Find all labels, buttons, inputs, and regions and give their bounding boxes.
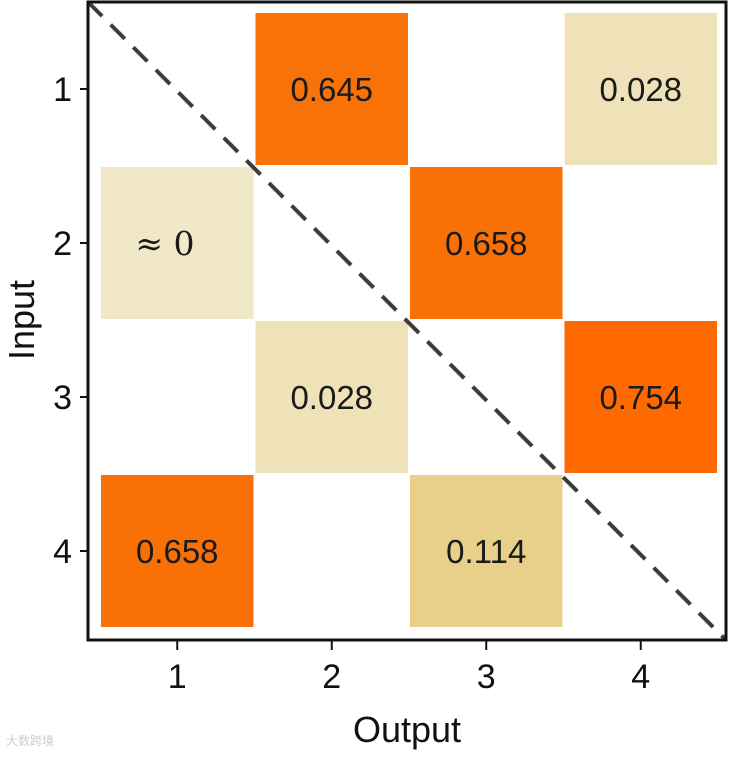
x-tick-label: 2 <box>322 658 341 696</box>
watermark: 大数跨境 <box>6 734 55 748</box>
heatmap-cell <box>255 13 408 165</box>
ticks-layer: 1 2 3 4 1 2 3 4 <box>53 71 650 696</box>
x-axis-label: Output <box>353 709 461 750</box>
y-tick-label: 1 <box>53 71 72 109</box>
heatmap-cell <box>410 475 563 627</box>
heatmap-cell <box>255 321 408 473</box>
x-tick-label: 3 <box>477 658 496 696</box>
cell-value-label: 0.114 <box>446 533 526 570</box>
cell-value-label: 0.658 <box>445 225 528 262</box>
x-tick-label: 4 <box>631 658 650 696</box>
y-tick-label: 3 <box>53 379 72 417</box>
heatmap-cell <box>564 13 717 165</box>
heatmap-cell <box>410 167 563 319</box>
plot-frame <box>86 0 728 642</box>
cell-value-label: 0.754 <box>599 379 682 416</box>
x-tick-label: 1 <box>168 658 187 696</box>
cell-value-label: 0.028 <box>599 71 682 108</box>
y-tick-label: 2 <box>53 225 72 263</box>
heatmap-cell <box>101 167 254 319</box>
cell-value-label: 0.658 <box>136 533 219 570</box>
cell-value-label: 0.028 <box>290 379 373 416</box>
heatmap-cell <box>101 475 254 627</box>
cell-value-label: 0.645 <box>290 71 373 108</box>
y-tick-label: 4 <box>53 533 72 571</box>
y-axis-label: Input <box>1 280 42 360</box>
cell-value-label: ≈ 0 <box>135 224 194 263</box>
cells-layer: 0.645 0.028 ≈ 0 0.658 0.028 0.754 0.658 0.114 <box>101 13 717 627</box>
diagonal-dashed-line <box>86 0 728 642</box>
heatmap-cell <box>564 321 717 473</box>
